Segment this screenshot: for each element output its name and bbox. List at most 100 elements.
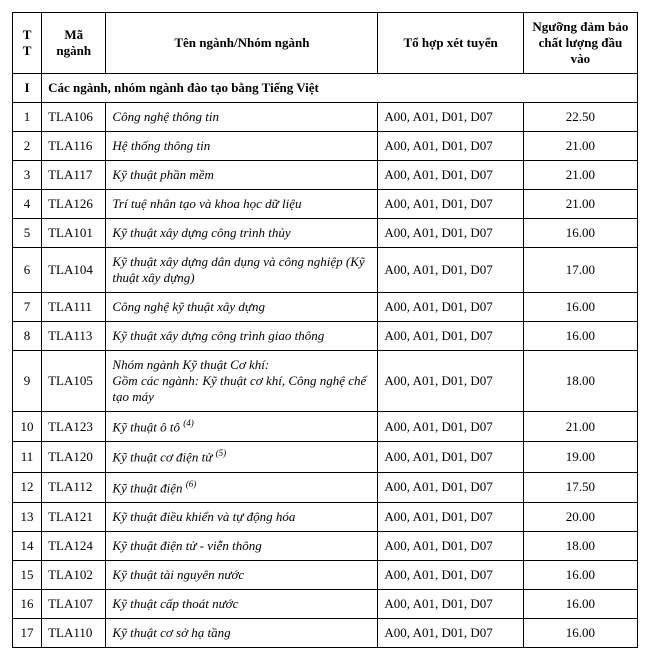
cell-name: Kỹ thuật tài nguyên nước (106, 560, 378, 589)
table-row: 13TLA121Kỹ thuật điều khiển và tự động h… (13, 502, 638, 531)
col-threshold: Ngưỡng đảm bảo chất lượng đầu vào (523, 13, 637, 74)
cell-tt: 15 (13, 560, 42, 589)
cell-threshold: 16.00 (523, 219, 637, 248)
cell-threshold: 21.00 (523, 161, 637, 190)
cell-combination: A00, A01, D01, D07 (378, 442, 523, 472)
cell-threshold: 16.00 (523, 293, 637, 322)
cell-threshold: 21.00 (523, 412, 637, 442)
cell-name: Kỹ thuật điện (6) (106, 472, 378, 502)
cell-threshold: 19.00 (523, 442, 637, 472)
cell-code: TLA105 (42, 351, 106, 412)
cell-combination: A00, A01, D01, D07 (378, 103, 523, 132)
cell-name: Kỹ thuật ô tô (4) (106, 412, 378, 442)
cell-tt: 3 (13, 161, 42, 190)
cell-threshold: 16.00 (523, 560, 637, 589)
cell-combination: A00, A01, D01, D07 (378, 589, 523, 618)
cell-code: TLA107 (42, 589, 106, 618)
cell-tt: 6 (13, 248, 42, 293)
cell-combination: A00, A01, D01, D07 (378, 161, 523, 190)
cell-tt: 1 (13, 103, 42, 132)
section-row: I Các ngành, nhóm ngành đào tạo bằng Tiế… (13, 74, 638, 103)
cell-tt: 7 (13, 293, 42, 322)
table-row: 10TLA123Kỹ thuật ô tô (4)A00, A01, D01, … (13, 412, 638, 442)
cell-code: TLA123 (42, 412, 106, 442)
cell-tt: 4 (13, 190, 42, 219)
cell-name: Kỹ thuật cơ sở hạ tầng (106, 618, 378, 647)
cell-code: TLA126 (42, 190, 106, 219)
cell-code: TLA110 (42, 618, 106, 647)
table-row: 5TLA101Kỹ thuật xây dựng công trình thủy… (13, 219, 638, 248)
cell-threshold: 16.00 (523, 322, 637, 351)
cell-name: Kỹ thuật xây dựng công trình thủy (106, 219, 378, 248)
cell-combination: A00, A01, D01, D07 (378, 472, 523, 502)
cell-threshold: 21.00 (523, 132, 637, 161)
cell-code: TLA117 (42, 161, 106, 190)
cell-tt: 12 (13, 472, 42, 502)
cell-tt: 10 (13, 412, 42, 442)
table-row: 11TLA120Kỹ thuật cơ điện tử (5)A00, A01,… (13, 442, 638, 472)
table-header-row: TT Mã ngành Tên ngành/Nhóm ngành Tổ hợp … (13, 13, 638, 74)
footnote-ref: (6) (186, 479, 197, 489)
cell-tt: 2 (13, 132, 42, 161)
cell-combination: A00, A01, D01, D07 (378, 502, 523, 531)
table-row: 14TLA124Kỹ thuật điện tử - viễn thôngA00… (13, 531, 638, 560)
cell-tt: 13 (13, 502, 42, 531)
cell-name: Kỹ thuật xây dựng công trình giao thông (106, 322, 378, 351)
cell-combination: A00, A01, D01, D07 (378, 412, 523, 442)
cell-threshold: 17.00 (523, 248, 637, 293)
cell-code: TLA102 (42, 560, 106, 589)
footnote-ref: (4) (183, 418, 194, 428)
table-row: 16TLA107Kỹ thuật cấp thoát nướcA00, A01,… (13, 589, 638, 618)
cell-threshold: 20.00 (523, 502, 637, 531)
cell-name: Trí tuệ nhân tạo và khoa học dữ liệu (106, 190, 378, 219)
cell-combination: A00, A01, D01, D07 (378, 351, 523, 412)
cell-threshold: 16.00 (523, 618, 637, 647)
majors-table: TT Mã ngành Tên ngành/Nhóm ngành Tổ hợp … (12, 12, 638, 648)
cell-code: TLA116 (42, 132, 106, 161)
cell-combination: A00, A01, D01, D07 (378, 190, 523, 219)
cell-tt: 9 (13, 351, 42, 412)
cell-threshold: 17.50 (523, 472, 637, 502)
col-name: Tên ngành/Nhóm ngành (106, 13, 378, 74)
cell-tt: 5 (13, 219, 42, 248)
cell-tt: 8 (13, 322, 42, 351)
cell-threshold: 22.50 (523, 103, 637, 132)
cell-name: Kỹ thuật điều khiển và tự động hóa (106, 502, 378, 531)
cell-name: Kỹ thuật xây dựng dân dụng và công nghiệ… (106, 248, 378, 293)
cell-tt: 14 (13, 531, 42, 560)
col-tt: TT (13, 13, 42, 74)
col-code: Mã ngành (42, 13, 106, 74)
col-combination: Tổ hợp xét tuyển (378, 13, 523, 74)
table-row: 12TLA112Kỹ thuật điện (6)A00, A01, D01, … (13, 472, 638, 502)
footnote-ref: (5) (216, 448, 227, 458)
cell-code: TLA112 (42, 472, 106, 502)
cell-tt: 17 (13, 618, 42, 647)
table-row: 7TLA111Công nghệ kỹ thuật xây dựngA00, A… (13, 293, 638, 322)
cell-code: TLA104 (42, 248, 106, 293)
table-row: 9TLA105Nhóm ngành Kỹ thuật Cơ khí:Gồm cá… (13, 351, 638, 412)
cell-name: Kỹ thuật phần mềm (106, 161, 378, 190)
table-row: 8TLA113Kỹ thuật xây dựng công trình giao… (13, 322, 638, 351)
cell-code: TLA106 (42, 103, 106, 132)
cell-code: TLA120 (42, 442, 106, 472)
cell-code: TLA124 (42, 531, 106, 560)
cell-threshold: 16.00 (523, 589, 637, 618)
cell-name: Hệ thống thông tin (106, 132, 378, 161)
cell-threshold: 18.00 (523, 351, 637, 412)
cell-combination: A00, A01, D01, D07 (378, 531, 523, 560)
cell-name: Kỹ thuật cấp thoát nước (106, 589, 378, 618)
cell-combination: A00, A01, D01, D07 (378, 293, 523, 322)
table-row: 4TLA126Trí tuệ nhân tạo và khoa học dữ l… (13, 190, 638, 219)
cell-name: Công nghệ kỹ thuật xây dựng (106, 293, 378, 322)
section-title: Các ngành, nhóm ngành đào tạo bằng Tiếng… (42, 74, 638, 103)
cell-code: TLA101 (42, 219, 106, 248)
table-row: 17TLA110Kỹ thuật cơ sở hạ tầngA00, A01, … (13, 618, 638, 647)
cell-threshold: 18.00 (523, 531, 637, 560)
table-row: 2TLA116Hệ thống thông tinA00, A01, D01, … (13, 132, 638, 161)
cell-code: TLA113 (42, 322, 106, 351)
cell-combination: A00, A01, D01, D07 (378, 322, 523, 351)
cell-tt: 16 (13, 589, 42, 618)
table-row: 3TLA117Kỹ thuật phần mềmA00, A01, D01, D… (13, 161, 638, 190)
section-label: I (13, 74, 42, 103)
cell-combination: A00, A01, D01, D07 (378, 248, 523, 293)
